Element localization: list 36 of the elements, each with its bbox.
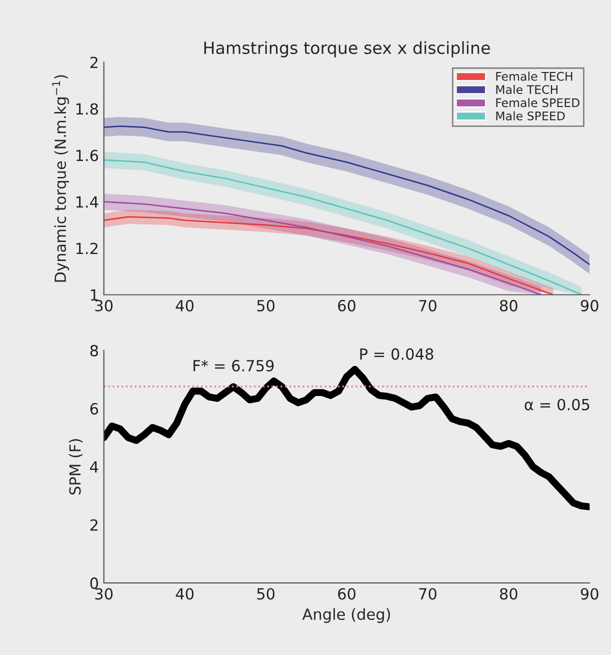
y-tick-label: 1.6 bbox=[76, 150, 98, 162]
annotation: α = 0.05 bbox=[524, 398, 590, 410]
annotation: F* = 6.759 bbox=[194, 360, 274, 372]
x-tick-label: 60 bbox=[338, 300, 356, 312]
x-tick-label: 50 bbox=[257, 300, 274, 312]
x-axis-title: Angle (deg) bbox=[302, 608, 390, 623]
y-tick-label: 0 bbox=[90, 577, 98, 589]
y-tick-label: 2 bbox=[90, 56, 98, 68]
legend-label: Male TECH bbox=[496, 84, 558, 94]
x-tick-label: 50 bbox=[257, 588, 274, 600]
y-tick-label: 1 bbox=[90, 289, 98, 301]
annotation: P = 0.048 bbox=[360, 348, 434, 360]
x-tick-label: 40 bbox=[176, 588, 194, 600]
x-tick-label: 70 bbox=[419, 300, 436, 312]
chart-title: Hamstrings torque sex x discipline bbox=[204, 41, 490, 58]
x-tick-label: 30 bbox=[95, 588, 113, 600]
x-tick-label: 90 bbox=[580, 300, 598, 312]
x-tick-label: 90 bbox=[580, 588, 598, 600]
x-tick-label: 70 bbox=[419, 588, 436, 600]
legend-label: Female TECH bbox=[496, 72, 572, 81]
y-tick-label: 6 bbox=[90, 403, 98, 415]
legend-label: Female SPEED bbox=[496, 98, 580, 108]
y-axis-title: SPM (F) bbox=[68, 439, 83, 495]
y-tick-label: 4 bbox=[90, 461, 98, 472]
legend-label: Male SPEED bbox=[496, 111, 565, 120]
x-tick-label: 60 bbox=[338, 588, 356, 600]
x-tick-label: 30 bbox=[95, 300, 113, 312]
y-tick-label: 1.8 bbox=[76, 103, 98, 115]
y-tick-label: 2 bbox=[90, 519, 98, 531]
x-tick-label: 40 bbox=[176, 300, 194, 312]
x-tick-label: 80 bbox=[500, 588, 518, 600]
y-tick-label: 8 bbox=[90, 344, 98, 356]
y-tick-label: 1.4 bbox=[76, 196, 98, 208]
y-axis-title: Dynamic torque (N.m.kg$^{−1}$) bbox=[52, 75, 70, 282]
y-tick-label: 1.2 bbox=[76, 242, 98, 254]
x-tick-label: 80 bbox=[500, 300, 518, 312]
